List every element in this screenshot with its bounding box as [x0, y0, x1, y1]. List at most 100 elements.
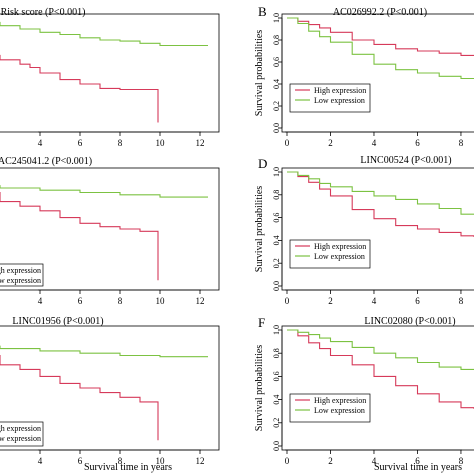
x-tick-label: 4 [38, 138, 43, 148]
series-line-1 [0, 345, 208, 358]
legend-box [289, 239, 371, 269]
y-axis-label: Survival probabilities [254, 186, 265, 272]
x-tick-label: 6 [415, 296, 420, 306]
series-line-2 [287, 17, 474, 80]
x-tick-label: 8 [459, 456, 464, 466]
y-tick-label: 0.2 [272, 258, 281, 268]
series-line-1 [287, 17, 474, 56]
x-tick-label: 4 [372, 296, 377, 306]
x-tick-label: 8 [459, 296, 464, 306]
x-tick-label: 2 [328, 456, 333, 466]
x-tick-label: 6 [415, 138, 420, 148]
x-tick-label: 4 [38, 296, 43, 306]
y-tick-label: 1.0 [272, 167, 281, 177]
chart-panel-3: AC245041.2 (P<0.001) 4 6 8 10 12 High expressi… [0, 156, 220, 306]
x-tick-label: 4 [372, 138, 377, 148]
y-tick-label: 0.0 [272, 441, 281, 451]
y-tick-label: 1.0 [272, 325, 281, 335]
x-tick-label: 0 [285, 456, 290, 466]
series-line-1 [0, 21, 208, 47]
legend-label: High expression [0, 424, 41, 433]
x-tick-label: 12 [196, 456, 205, 466]
x-tick-label: 12 [196, 138, 205, 148]
plot-frame [0, 13, 220, 133]
legend-label: Low expression [314, 96, 365, 105]
x-axis-label: Survival time in years [84, 462, 172, 473]
y-axis-label: Survival probabilities [254, 30, 265, 116]
x-tick-label: 8 [118, 296, 123, 306]
series-line-1 [0, 185, 208, 198]
plot-frame [281, 167, 474, 291]
legend-label: Low expression [0, 276, 41, 285]
series-line-2 [0, 54, 159, 123]
chart-title: Risk score (P<0.001) [1, 7, 86, 18]
y-tick-label: 0.4 [272, 395, 281, 405]
x-tick-label: 8 [118, 456, 123, 466]
x-tick-label: 10 [156, 456, 166, 466]
x-tick-label: 8 [118, 138, 123, 148]
y-tick-label: 0.6 [272, 371, 281, 381]
x-tick-label: 0 [285, 138, 290, 148]
x-tick-label: 4 [372, 456, 377, 466]
y-axis-label: Survival probabilities [254, 345, 265, 431]
x-tick-label: 6 [78, 138, 83, 148]
y-tick-label: 0.8 [272, 348, 281, 358]
legend-label: Low expression [0, 434, 41, 443]
y-tick-label: 0.0 [272, 123, 281, 133]
x-tick-label: 6 [78, 296, 83, 306]
y-tick-label: 0.2 [272, 418, 281, 428]
y-tick-label: 0.2 [272, 101, 281, 111]
chart-title: LINC01956 (P<0.001) [12, 316, 103, 327]
chart-panel-5: LINC01956 (P<0.001) 4 6 8 10 12 Survival time … [0, 316, 220, 473]
series-line-1 [287, 329, 474, 409]
plot-frame [0, 167, 220, 291]
chart-panel-6: LINC02080 (P<0.001) F 0 2 4 6 8 0.0 0.2 0.4 0.6 0.8… [254, 315, 474, 473]
y-tick-label: 0.0 [272, 281, 281, 291]
legend-box [289, 393, 371, 423]
series-line-2 [0, 191, 159, 281]
plot-frame [0, 325, 220, 451]
y-tick-label: 0.6 [272, 57, 281, 67]
x-tick-label: 4 [38, 456, 43, 466]
chart-title: AC245041.2 (P<0.001) [0, 156, 92, 167]
legend-box [289, 83, 371, 113]
y-tick-label: 0.6 [272, 213, 281, 223]
legend-box [0, 263, 44, 287]
x-tick-label: 2 [328, 296, 333, 306]
panel-label: D [258, 156, 267, 171]
series-line-1 [287, 171, 474, 237]
legend-label: High expression [0, 266, 41, 275]
x-tick-label: 12 [196, 296, 205, 306]
series-line-2 [0, 354, 159, 441]
chart-panel-4: LINC00524 (P<0.001) D 0 2 4 6 8 0.0 0.2 0.4 0.6 0.8… [254, 155, 474, 306]
legend-label: Low expression [314, 406, 365, 415]
x-tick-label: 2 [328, 138, 333, 148]
x-tick-label: 6 [415, 456, 420, 466]
chart-title: AC026992.2 (P<0.001) [333, 7, 427, 18]
plot-frame [281, 325, 474, 451]
y-tick-label: 0.8 [272, 190, 281, 200]
legend-label: High expression [314, 396, 366, 405]
chart-panel-1: Risk score (P<0.001) 4 6 8 10 12 [0, 7, 220, 148]
y-tick-label: 1.0 [272, 13, 281, 23]
chart-title: LINC02080 (P<0.001) [364, 316, 455, 327]
x-axis-label: Survival time in years [374, 462, 462, 473]
x-tick-label: 0 [285, 296, 290, 306]
y-tick-label: 0.4 [272, 235, 281, 245]
panel-label: F [258, 315, 265, 330]
legend-box [0, 421, 44, 447]
x-tick-label: 10 [156, 296, 166, 306]
series-line-2 [287, 171, 474, 215]
x-tick-label: 8 [459, 138, 464, 148]
chart-title: LINC00524 (P<0.001) [360, 155, 451, 166]
series-line-2 [287, 329, 474, 370]
y-tick-label: 0.8 [272, 35, 281, 45]
plot-frame [281, 13, 474, 133]
x-tick-label: 6 [78, 456, 83, 466]
